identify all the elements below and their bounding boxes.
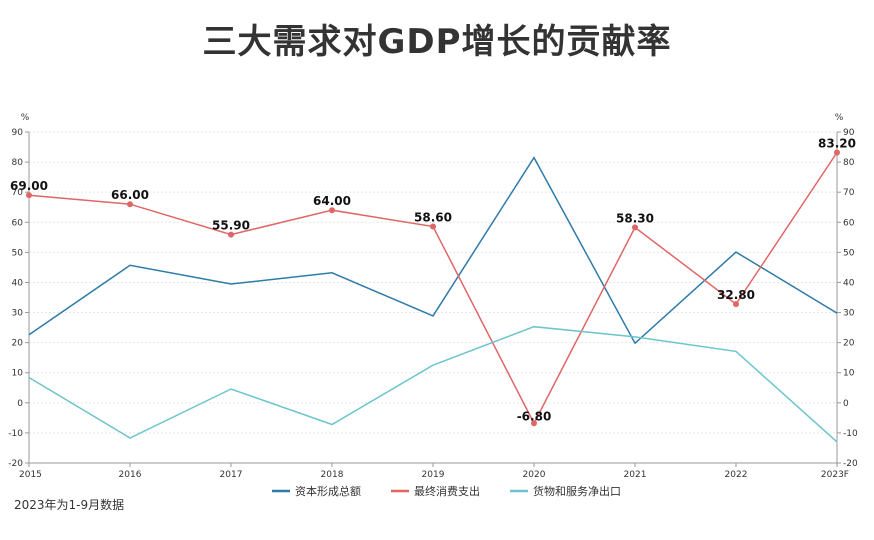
y-tick-label-right: 30 [843,309,855,319]
x-tick-label: 2018 [321,470,344,480]
y-tick-label-left: 70 [12,188,24,198]
y-tick-label-left: 0 [17,399,23,409]
y-tick-label-left: 90 [12,128,24,138]
data-labels: 69.00 66.00 55.90 64.00 58.60 -6.80 58.30 32.80… [10,136,856,423]
y-tick-label-right: 60 [843,218,855,228]
series-line-0 [28,156,838,345]
y-tick-label-right: -20 [843,459,858,469]
legend-label: 货物和服务净出口 [533,484,621,498]
y-tick-label-left: -20 [8,459,23,469]
data-label: 69.00 [10,179,48,193]
y-unit-left: % [21,113,30,123]
x-tick-label: 2017 [220,470,243,480]
series-line-1 [28,152,838,425]
x-tick-label: 2022 [725,470,748,480]
y-tick-label-right: 10 [843,369,855,379]
x-tick-label: 2019 [422,470,445,480]
x-tick-label: 2021 [624,470,647,480]
data-label: 66.00 [111,188,149,202]
chart-title: 三大需求对GDP增长的贡献率 [202,22,672,62]
y-tick-label-right: -10 [843,429,858,439]
y-tick-label-left: 20 [12,339,24,349]
y-tick-label-right: 70 [843,188,855,198]
x-tick-label: 2016 [119,470,142,480]
data-label: 55.90 [212,219,250,233]
y-tick-label-left: 40 [12,278,24,288]
data-point [430,223,436,230]
legend: 资本形成总额 最终消费支出 货物和服务净出口 [272,484,621,498]
y-tick-label-left: -10 [8,429,23,439]
y-tick-label-right: 40 [843,278,855,288]
grid-lines [29,131,837,464]
x-tick-label: 2020 [523,470,546,480]
y-tick-label-left: 50 [12,248,24,258]
data-label: 32.80 [717,288,755,302]
y-tick-label-right: 20 [843,339,855,349]
x-tick-label: 2023F [821,470,849,480]
data-point [733,301,739,308]
data-label: -6.80 [517,409,552,423]
legend-label: 最终消费支出 [414,484,480,498]
x-tick-label: 2015 [19,470,42,480]
series-line-2 [28,325,838,443]
y-tick-label-left: 30 [12,309,24,319]
data-point [329,207,335,214]
data-point [632,224,638,231]
data-point [127,201,133,208]
data-point [834,149,840,156]
footnote: 2023年为1-9月数据 [14,498,125,512]
data-point [26,192,32,199]
y-tick-label-right: 50 [843,248,855,258]
data-label: 64.00 [313,194,351,208]
data-point [531,420,537,427]
y-tick-label-right: 80 [843,158,855,168]
y-unit-right: % [835,113,844,123]
y-tick-label-right: 0 [843,399,849,409]
data-point [228,231,234,238]
legend-label: 资本形成总额 [295,484,361,498]
data-label: 83.20 [818,136,856,150]
series-lines [26,149,840,443]
y-tick-label-left: 80 [12,158,24,168]
y-tick-label-left: 10 [12,369,24,379]
data-label: 58.30 [616,211,654,225]
y-tick-label-right: 90 [843,128,855,138]
y-tick-label-left: 60 [12,218,24,228]
data-label: 58.60 [414,210,452,224]
